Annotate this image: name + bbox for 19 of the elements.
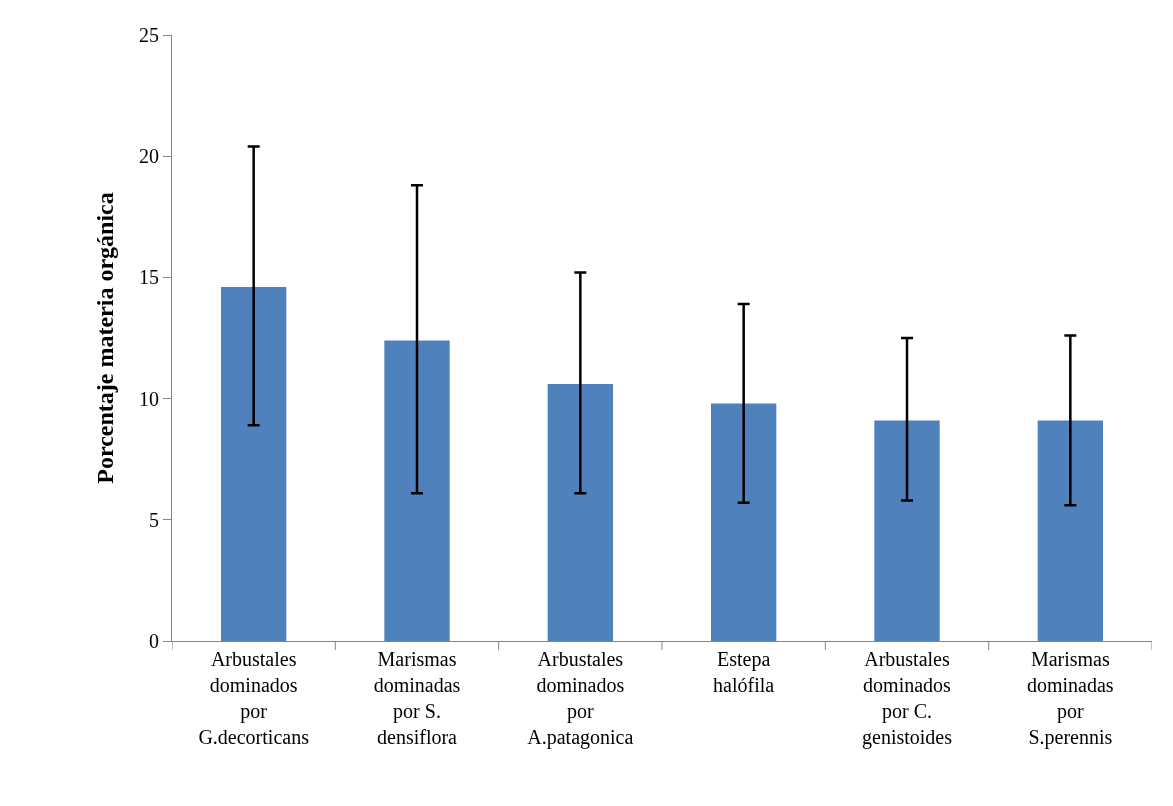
y-tick-label: 15 bbox=[139, 266, 159, 289]
x-tick-label: Marismas dominadas por S.perennis bbox=[1027, 648, 1114, 749]
bar bbox=[1037, 420, 1103, 641]
x-tick-label: Arbustales dominados por C. genistoides bbox=[862, 648, 953, 749]
bar bbox=[874, 420, 940, 641]
bar bbox=[221, 287, 287, 641]
x-tick-label: Arbustales dominados por G.decorticans bbox=[198, 648, 310, 748]
y-tick-label: 25 bbox=[139, 24, 159, 46]
x-tick-label: Estepa halófila bbox=[713, 648, 775, 696]
y-axis-title: Porcentaje materia orgánica bbox=[92, 192, 119, 484]
y-tick-label: 20 bbox=[139, 145, 159, 168]
bar bbox=[384, 340, 450, 641]
x-tick-label: Marismas dominadas por S. densiflora bbox=[373, 648, 461, 748]
y-tick-label: 10 bbox=[139, 387, 159, 410]
y-tick-label: 0 bbox=[149, 630, 159, 652]
bar bbox=[547, 384, 613, 641]
y-tick-label: 5 bbox=[149, 508, 159, 531]
bar bbox=[711, 403, 777, 641]
x-tick-label: Arbustales dominados por A.patagonica bbox=[527, 648, 634, 749]
